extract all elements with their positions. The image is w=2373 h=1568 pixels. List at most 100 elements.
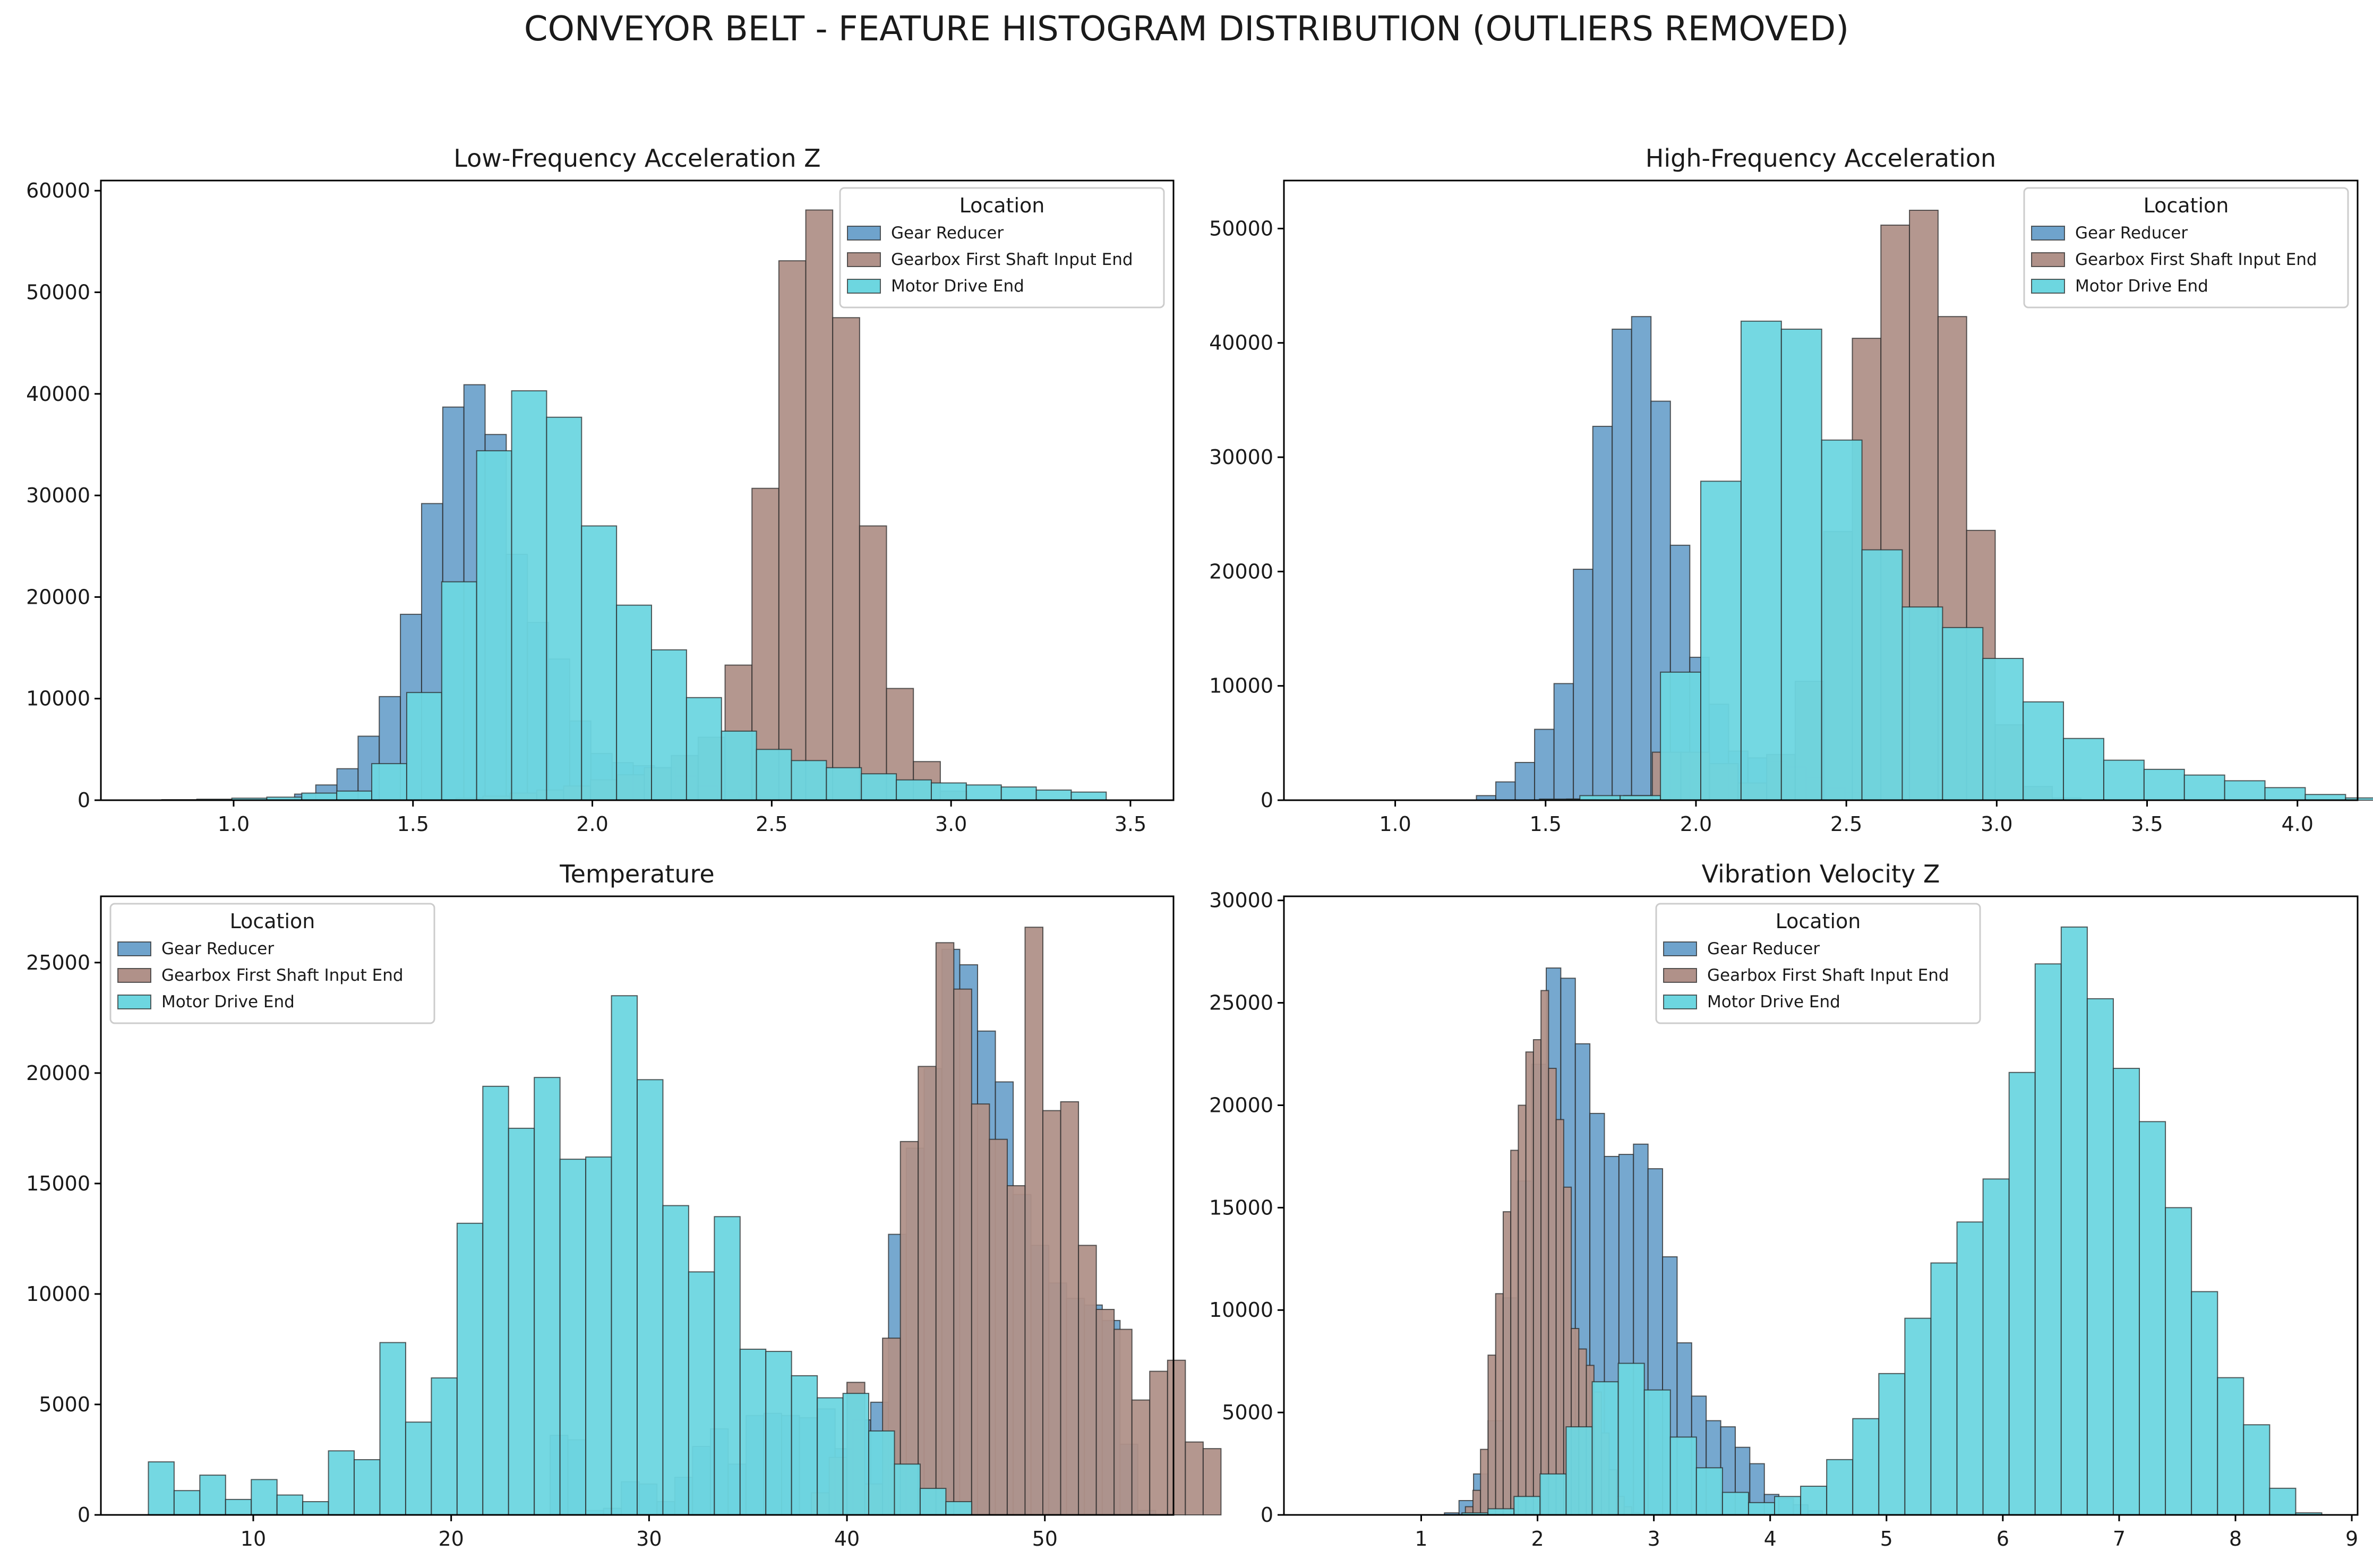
- histogram-bar: [805, 209, 834, 801]
- histogram-bar: [1826, 1459, 1854, 1516]
- x-tick-label: 1.5: [1530, 812, 1562, 836]
- histogram-bar: [251, 1479, 278, 1515]
- legend-swatch: [1663, 968, 1697, 983]
- histogram-bar: [2217, 1377, 2245, 1516]
- series-motor-drive-end: [1461, 926, 2323, 1516]
- y-tick-label: 50000: [1209, 217, 1273, 240]
- x-tick-label: 2: [1531, 1527, 1544, 1550]
- legend-swatch: [1663, 941, 1697, 956]
- x-tick-label: 10: [241, 1527, 266, 1550]
- histogram-bar: [1643, 1389, 1671, 1515]
- y-tick-label: 50000: [26, 280, 90, 304]
- x-tick-label: 40: [834, 1527, 860, 1550]
- axes-frame: [100, 179, 1175, 801]
- x-tick-label: 3: [1648, 1527, 1660, 1550]
- x-tick-label: 1.0: [1379, 812, 1411, 836]
- x-tick-label: 2.0: [576, 812, 608, 836]
- histogram-bar: [585, 1156, 612, 1515]
- histogram-bar: [930, 782, 967, 801]
- legend: Location Gear Reducer Gearbox First Shaft …: [2023, 187, 2349, 309]
- x-tick-label: 50: [1032, 1527, 1058, 1550]
- histogram-bar: [989, 1138, 1008, 1515]
- histogram-bar: [508, 1127, 535, 1516]
- histogram-bar: [1821, 439, 1863, 801]
- histogram-bar: [651, 649, 687, 801]
- histogram-bar: [1000, 786, 1037, 801]
- y-tick-label: 15000: [1209, 1196, 1273, 1219]
- axes-frame: [1283, 179, 2359, 801]
- histogram-bar: [1060, 1101, 1080, 1515]
- histogram-bar: [1982, 658, 2024, 801]
- x-tick-label: 3.5: [1115, 812, 1146, 836]
- histogram-bar: [1700, 481, 1742, 801]
- legend-label: Gear Reducer: [161, 939, 274, 958]
- legend-box: [2023, 187, 2349, 309]
- y-tick-label: 40000: [1209, 331, 1273, 355]
- histogram-bar: [2086, 998, 2114, 1515]
- histogram-bar: [1565, 1426, 1593, 1516]
- series-motor-drive-end: [148, 995, 972, 1516]
- histogram-bar: [482, 1085, 509, 1515]
- histogram-bar: [2165, 1207, 2192, 1516]
- histogram-bar: [441, 581, 477, 801]
- histogram-bar: [2191, 1291, 2218, 1516]
- histogram-bar: [1514, 761, 1536, 801]
- legend-title: Location: [230, 910, 315, 933]
- histogram-bar: [861, 773, 897, 801]
- x-tick-label: 6: [1997, 1527, 2009, 1550]
- y-tick-label: 20000: [26, 1061, 90, 1085]
- histogram-bar: [2034, 963, 2062, 1515]
- histogram-bar: [199, 1475, 226, 1516]
- histogram-bar: [1852, 1418, 1880, 1515]
- histogram-bar: [1747, 1502, 1776, 1516]
- y-tick-label: 20000: [1209, 1093, 1273, 1117]
- histogram-bar: [1800, 1485, 1828, 1515]
- x-tick-label: 2.5: [756, 812, 787, 836]
- histogram-bar: [1525, 1051, 1534, 1516]
- y-tick-label: 0: [78, 1503, 90, 1527]
- legend-label: Gearbox First Shaft Input End: [1707, 966, 1949, 985]
- legend-title: Location: [1776, 910, 1861, 933]
- histogram-bar: [688, 1271, 715, 1516]
- series-motor-drive-end: [161, 390, 1107, 801]
- y-tick-label: 30000: [26, 484, 90, 507]
- histogram-bar: [1695, 1467, 1723, 1516]
- y-tick-label: 30000: [1209, 445, 1273, 469]
- legend-swatch: [2031, 279, 2065, 294]
- y-tick-label: 25000: [26, 951, 90, 974]
- histogram-bar: [406, 692, 442, 801]
- series-gearbox-first-shaft-input-end: [810, 927, 1222, 1516]
- histogram-bar: [1502, 1211, 1512, 1516]
- legend-label: Motor Drive End: [891, 277, 1024, 296]
- histogram-bar: [1532, 1039, 1542, 1515]
- histogram-bar: [1982, 1178, 2010, 1516]
- axes-frame: [1283, 895, 2359, 1516]
- histogram-bar: [1780, 328, 1822, 801]
- histogram-bar: [1131, 1399, 1151, 1515]
- histogram-bar: [1956, 1221, 1984, 1516]
- x-tick-label: 20: [438, 1527, 464, 1550]
- histogram-bar: [1721, 1492, 1749, 1516]
- histogram-bar: [686, 697, 722, 801]
- histogram-bar: [1518, 1104, 1527, 1515]
- histogram-bar: [2023, 701, 2064, 801]
- histogram-bar: [791, 1375, 818, 1516]
- histogram-bar: [1487, 1355, 1496, 1516]
- histogram-bar: [1942, 627, 1984, 801]
- series-motor-drive-end: [1539, 320, 2373, 801]
- histogram-bar: [765, 1351, 792, 1516]
- legend-swatch: [2031, 226, 2065, 241]
- histogram-bar: [616, 604, 653, 801]
- y-tick-label: 60000: [26, 179, 90, 202]
- histogram-bar: [2060, 926, 2088, 1515]
- histogram-bar: [1548, 1068, 1557, 1516]
- y-tick-label: 20000: [1209, 560, 1273, 583]
- histogram-bar: [721, 730, 757, 801]
- legend-swatch: [1663, 995, 1697, 1009]
- legend: Location Gear Reducer Gearbox First Shaft …: [109, 903, 435, 1024]
- histogram-bar: [2243, 1424, 2271, 1516]
- legend-title: Location: [960, 194, 1045, 217]
- legend: Location Gear Reducer Gearbox First Shaft …: [1655, 903, 1981, 1024]
